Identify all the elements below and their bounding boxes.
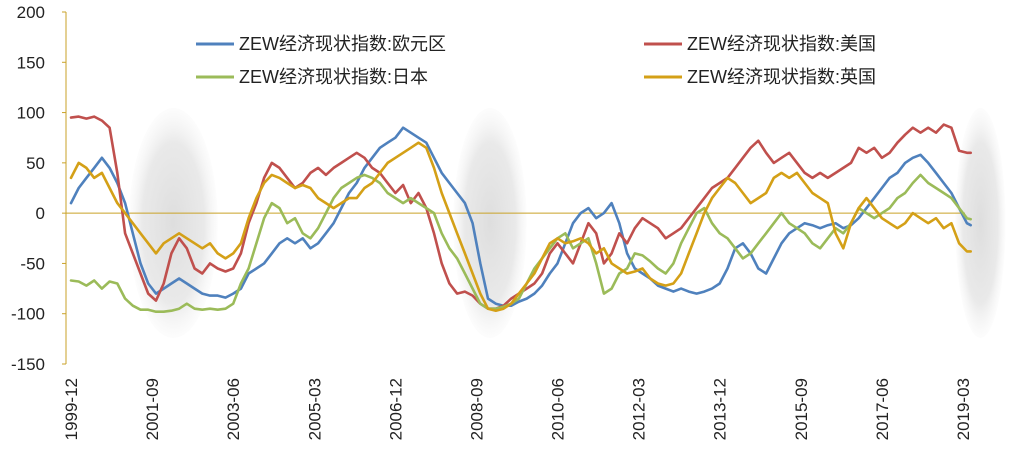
x-tick-label: 2013-12	[711, 378, 730, 440]
series-line-0	[69, 126, 972, 307]
series-line-3	[69, 141, 972, 312]
x-tick-label: 2019-03	[954, 378, 973, 440]
y-tick-label: 50	[26, 154, 45, 173]
recession-shading	[955, 108, 1006, 338]
axes-layer: 200 150 100 50 0 -50 -100 -150 1999-12 2001-09 200…	[11, 3, 973, 440]
y-tick-label: 0	[36, 204, 45, 223]
y-tick-label: 200	[17, 3, 45, 22]
x-tick-label: 1999-12	[62, 378, 81, 440]
x-tick-label: 2017-06	[873, 378, 892, 440]
recession-shading-layer	[128, 108, 1006, 338]
recession-shading	[453, 108, 527, 338]
legend-label: ZEW经济现状指数:欧元区	[239, 34, 446, 54]
legend-label: ZEW经济现状指数:英国	[687, 67, 876, 87]
x-tick-label: 2001-09	[143, 378, 162, 440]
series-layer	[69, 115, 972, 313]
x-tick-label: 2008-09	[467, 378, 486, 440]
y-tick-label: -100	[11, 305, 45, 324]
x-tick-label: 2003-06	[224, 378, 243, 440]
y-tick-label: 100	[17, 104, 45, 123]
legend-label: ZEW经济现状指数:日本	[239, 67, 428, 87]
x-tick-label: 2015-09	[792, 378, 811, 440]
legend-label: ZEW经济现状指数:美国	[687, 34, 876, 54]
legend: ZEW经济现状指数:欧元区 ZEW经济现状指数:美国 ZEW经济现状指数:日本 ZEW…	[196, 34, 876, 87]
x-tick-label: 2012-03	[630, 378, 649, 440]
x-tick-label: 2006-12	[386, 378, 405, 440]
y-tick-label: 150	[17, 53, 45, 72]
x-tick-label: 2010-06	[549, 378, 568, 440]
recession-shading	[128, 108, 218, 338]
x-tick-label: 2005-03	[305, 378, 324, 440]
y-tick-label: -50	[20, 254, 45, 273]
y-tick-label: -150	[11, 355, 45, 374]
series-line-2	[69, 173, 972, 313]
